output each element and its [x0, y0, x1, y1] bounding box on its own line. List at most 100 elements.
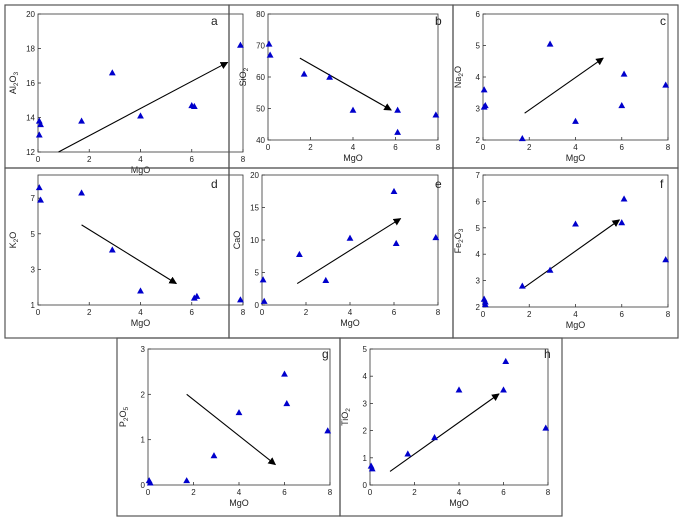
- data-point: [108, 69, 116, 76]
- x-tick-label: 8: [436, 143, 441, 152]
- y-tick-label: 14: [26, 114, 35, 123]
- y-tick-label: 40: [256, 136, 265, 145]
- x-tick-label: 0: [266, 143, 271, 152]
- x-tick-label: 6: [392, 308, 397, 317]
- x-tick-label: 0: [36, 308, 41, 317]
- panel-letter: g: [322, 347, 329, 361]
- trend-arrow: [186, 393, 277, 466]
- data-point: [193, 292, 201, 299]
- y-tick-label: 3: [476, 277, 481, 286]
- y-axis-label: K2O: [8, 232, 20, 249]
- y-label-part: O: [453, 232, 463, 239]
- x-tick-label: 0: [146, 488, 151, 497]
- x-tick-label: 4: [573, 143, 578, 152]
- y-tick-label: 3: [363, 399, 368, 408]
- data-point: [265, 40, 273, 47]
- data-point: [78, 117, 85, 124]
- x-tick-label: 2: [527, 310, 532, 319]
- y-tick-label: 5: [363, 345, 368, 354]
- plot-area: [482, 174, 669, 308]
- y-label-part: P: [118, 421, 128, 427]
- y-axis-label: Na2O: [453, 66, 465, 88]
- y-label-part: SiO: [238, 71, 248, 86]
- data-point: [78, 189, 85, 196]
- y-tick-label: 4: [476, 250, 481, 259]
- data-point: [37, 121, 44, 128]
- x-tick-label: 0: [368, 488, 373, 497]
- y-label-part: Al: [8, 86, 18, 94]
- data-point: [432, 111, 440, 118]
- y-tick-label: 7: [476, 171, 481, 180]
- data-point: [108, 246, 116, 253]
- x-axis-label: MgO: [566, 320, 586, 330]
- panel-letter: h: [544, 347, 551, 361]
- data-point: [618, 101, 626, 109]
- y-label-part: 2: [13, 238, 20, 242]
- data-point: [137, 287, 144, 294]
- plot-area: [147, 348, 331, 486]
- x-tick-label: 6: [393, 143, 398, 152]
- data-point: [35, 117, 43, 124]
- data-point: [481, 300, 489, 308]
- y-label-part: 2: [458, 239, 465, 243]
- data-point: [404, 450, 412, 457]
- y-tick-label: 12: [26, 148, 35, 157]
- y-tick-label: 5: [476, 42, 481, 51]
- data-point: [296, 250, 303, 258]
- y-tick-label: 5: [476, 224, 481, 233]
- x-tick-label: 6: [501, 488, 506, 497]
- x-tick-label: 6: [282, 488, 287, 497]
- y-axis-label: SiO2: [238, 67, 250, 86]
- x-tick-label: 4: [351, 143, 356, 152]
- panel-frame: [452, 4, 679, 169]
- y-axis-label: TiO2: [340, 408, 352, 426]
- y-axis-label: Al2O3: [8, 71, 20, 94]
- y-label-part: 5: [123, 406, 130, 410]
- panel-letter: d: [211, 177, 218, 191]
- y-label-part: TiO: [340, 412, 350, 426]
- data-point: [431, 434, 438, 441]
- x-tick-label: 4: [138, 308, 143, 317]
- x-tick-label: 0: [481, 310, 486, 319]
- x-tick-label: 2: [191, 488, 196, 497]
- data-point: [572, 117, 579, 124]
- y-tick-label: 10: [250, 236, 259, 245]
- data-point: [368, 465, 376, 472]
- data-point: [390, 187, 398, 194]
- trend-arrow: [299, 57, 392, 111]
- y-tick-label: 7: [31, 194, 36, 203]
- data-point: [35, 131, 43, 138]
- panel-letter: e: [435, 177, 442, 191]
- y-tick-label: 3: [141, 345, 146, 354]
- y-tick-label: 2: [141, 390, 146, 399]
- data-point: [394, 128, 402, 135]
- y-label-part: 2: [123, 417, 130, 421]
- x-axis-label: MgO: [340, 318, 360, 328]
- y-axis-label: P2O5: [118, 406, 130, 427]
- panel-letter: f: [660, 177, 664, 191]
- y-tick-label: 1: [363, 454, 368, 463]
- data-point: [281, 370, 288, 377]
- data-point: [546, 40, 554, 47]
- trend-arrow: [524, 219, 621, 288]
- y-tick-label: 3: [31, 265, 36, 274]
- x-tick-label: 0: [260, 308, 265, 317]
- x-tick-label: 8: [666, 143, 671, 152]
- data-point: [502, 357, 510, 364]
- y-tick-label: 16: [26, 79, 35, 88]
- data-point: [35, 184, 43, 191]
- x-tick-label: 6: [620, 143, 625, 152]
- y-label-part: 2: [345, 408, 352, 412]
- y-label-part: O: [118, 410, 128, 417]
- data-point: [300, 70, 308, 77]
- y-tick-label: 4: [476, 73, 481, 82]
- panel-frame: [452, 167, 679, 339]
- data-point: [322, 276, 330, 284]
- x-tick-label: 8: [241, 308, 246, 317]
- trend-arrow: [524, 57, 604, 114]
- x-axis-label: MgO: [131, 318, 151, 328]
- y-label-part: O: [8, 75, 18, 82]
- x-tick-label: 2: [308, 143, 313, 152]
